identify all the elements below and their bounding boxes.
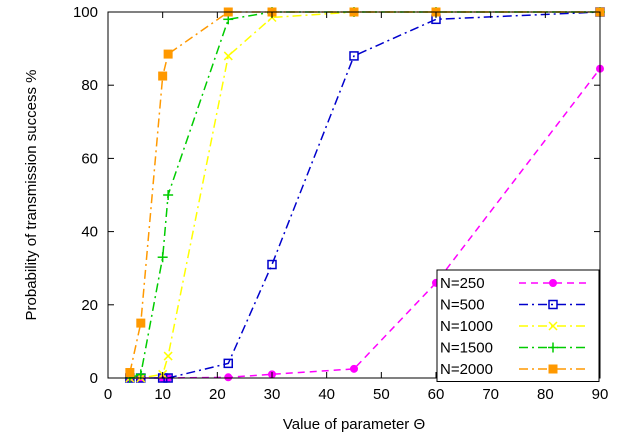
plot-frame xyxy=(107,11,601,379)
legend-item: N=500 xyxy=(440,297,587,314)
legend-swatch-marker xyxy=(548,321,558,331)
legend: N=250 N=500 N=1000 N=1500 N=2000 xyxy=(436,269,600,382)
legend-item: N=1500 xyxy=(440,340,587,357)
legend-label: N=250 xyxy=(440,275,485,292)
x-tick-label: 80 xyxy=(537,386,554,403)
data-point xyxy=(136,318,146,328)
y-tick-label: 80 xyxy=(81,77,98,94)
legend-label: N=1000 xyxy=(440,318,493,335)
data-point xyxy=(349,51,359,61)
data-point xyxy=(350,364,358,373)
legend-item: N=2000 xyxy=(440,361,587,378)
legend-swatch-marker xyxy=(548,342,558,353)
data-point xyxy=(163,49,173,59)
data-point xyxy=(224,373,233,382)
y-tick-label: 20 xyxy=(81,297,98,314)
data-point xyxy=(163,351,173,361)
x-tick-label: 20 xyxy=(209,386,226,403)
legend-label: N=500 xyxy=(440,297,485,314)
x-tick-label: 90 xyxy=(592,386,609,403)
x-tick-label: 40 xyxy=(318,386,335,403)
data-point xyxy=(223,51,233,61)
x-tick-label: 30 xyxy=(264,386,281,403)
series-line xyxy=(129,11,601,379)
data-point xyxy=(157,252,168,263)
x-tick-label: 70 xyxy=(482,386,499,403)
data-point xyxy=(267,259,277,270)
data-point xyxy=(163,190,174,200)
x-tick-label: 0 xyxy=(104,386,112,403)
legend-swatch-marker xyxy=(548,364,558,374)
legend-item: N=1000 xyxy=(440,318,587,335)
axes-layer: 0 10 20 30 40 50 60 70 80 90 0 20 40 60 80 100 xyxy=(73,4,608,403)
data-point xyxy=(158,71,168,81)
legend-swatch-marker xyxy=(548,299,558,310)
x-tick-label: 10 xyxy=(154,386,171,403)
x-tick-label: 50 xyxy=(373,386,390,403)
y-tick-label: 0 xyxy=(90,370,98,387)
y-axis-label: Probability of transmission success % xyxy=(23,70,40,321)
y-tick-label: 60 xyxy=(81,150,98,167)
legend-swatch-marker xyxy=(549,279,557,287)
y-tick-label: 100 xyxy=(73,4,98,21)
legend-item: N=250 xyxy=(440,275,587,292)
legend-label: N=1500 xyxy=(440,340,493,357)
x-tick-label: 60 xyxy=(428,386,445,403)
y-tick-label: 40 xyxy=(81,224,98,241)
data-point xyxy=(223,358,234,369)
legend-label: N=2000 xyxy=(440,361,493,378)
data-point xyxy=(125,368,135,378)
x-axis-label: Value of parameter Θ xyxy=(283,416,425,433)
